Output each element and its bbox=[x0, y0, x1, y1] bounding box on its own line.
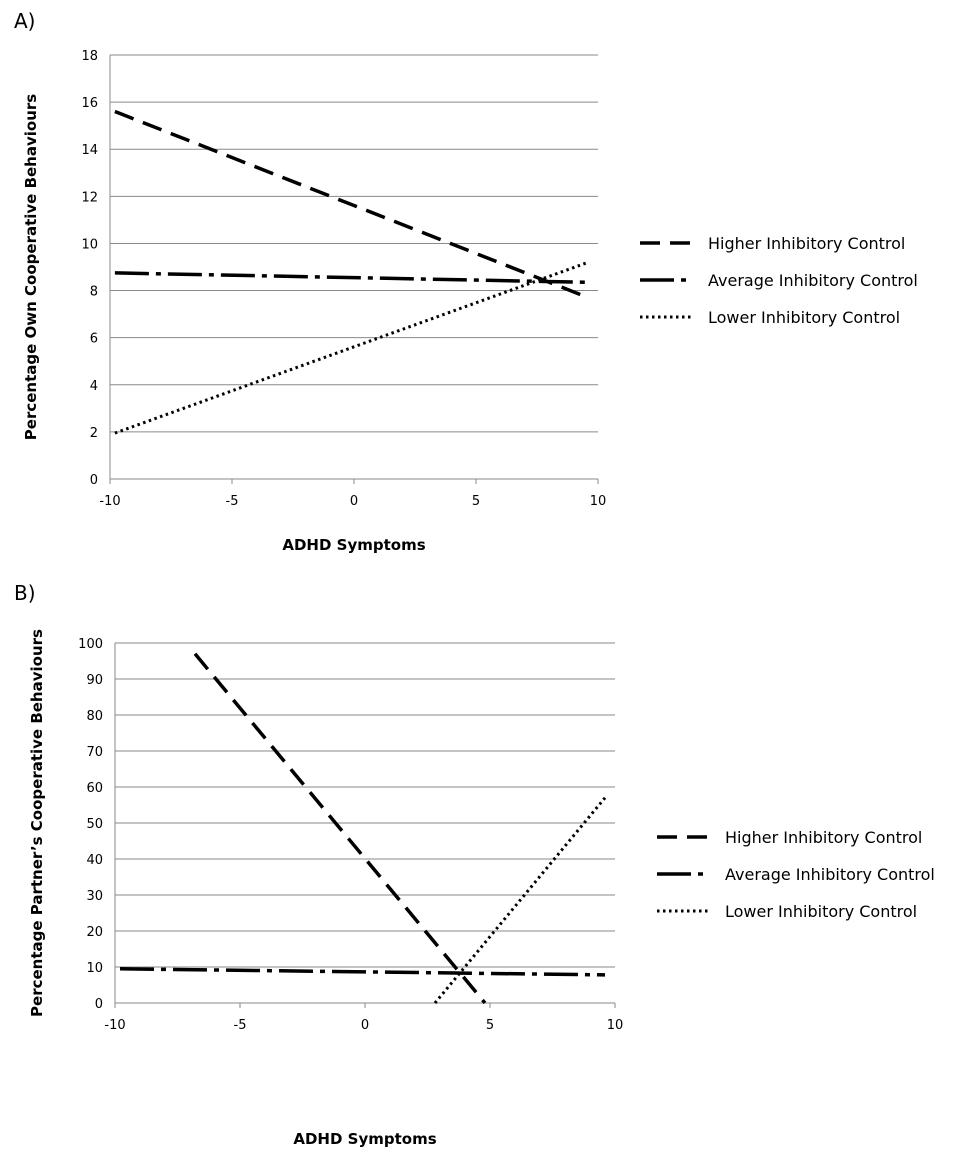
y-tick-label: 10 bbox=[81, 237, 98, 252]
y-tick-label: 30 bbox=[86, 889, 103, 904]
x-tick-label: -10 bbox=[99, 494, 120, 509]
x-tick-label: 0 bbox=[361, 1018, 369, 1033]
y-tick-label: 50 bbox=[86, 817, 103, 832]
series-line-1 bbox=[119, 967, 606, 977]
y-tick-label: 14 bbox=[81, 143, 98, 158]
y-tick-label: 18 bbox=[81, 49, 98, 64]
legend-label: Lower Inhibitory Control bbox=[708, 308, 900, 327]
legend-label: Average Inhibitory Control bbox=[725, 865, 935, 884]
y-tick-label: 100 bbox=[78, 637, 103, 652]
chart-b: 0 10 20 30 40 50 60 70 80 90 100 -10 -5 0 5 10 ADHD Symp… bbox=[28, 629, 935, 1148]
x-tick-label: -10 bbox=[104, 1018, 125, 1033]
series-line-2 bbox=[433, 796, 607, 1004]
y-tick-label: 20 bbox=[86, 925, 103, 940]
y-tick-label: 60 bbox=[86, 781, 103, 796]
series-line-0 bbox=[193, 652, 487, 1005]
y-tick-label: 16 bbox=[81, 96, 98, 111]
x-axis-title: ADHD Symptoms bbox=[293, 1130, 436, 1148]
x-tick-label: 0 bbox=[350, 494, 358, 509]
panel-a-label: A) bbox=[14, 9, 35, 33]
x-tick-label: 5 bbox=[472, 494, 480, 509]
y-tick-label: 6 bbox=[90, 332, 98, 347]
y-tick-label: 40 bbox=[86, 853, 103, 868]
y-axis-title: Percentage Partner’s Cooperative Behavio… bbox=[28, 629, 46, 1017]
y-axis-title: Percentage Own Cooperative Behaviours bbox=[22, 94, 40, 440]
x-tick-label: -5 bbox=[226, 494, 239, 509]
y-tick-label: 0 bbox=[90, 473, 98, 488]
x-tick-label: 10 bbox=[607, 1018, 624, 1033]
y-tick-label: 2 bbox=[90, 426, 98, 441]
x-tick-label: -5 bbox=[234, 1018, 247, 1033]
legend-label: Average Inhibitory Control bbox=[708, 271, 918, 290]
y-tick-label: 90 bbox=[86, 673, 103, 688]
panel-b-label: B) bbox=[14, 581, 36, 605]
series-line-1 bbox=[114, 271, 589, 285]
series-line-0 bbox=[114, 109, 589, 300]
y-tick-label: 80 bbox=[86, 709, 103, 724]
y-tick-label: 10 bbox=[86, 961, 103, 976]
legend-label: Higher Inhibitory Control bbox=[725, 828, 922, 847]
x-tick-label: 10 bbox=[590, 494, 607, 509]
series-line-2 bbox=[114, 260, 589, 435]
y-tick-label: 12 bbox=[81, 190, 98, 205]
y-tick-label: 70 bbox=[86, 745, 103, 760]
chart-a: 0 2 4 6 8 10 12 14 16 18 -10 -5 0 5 10 ADHD Symptoms Per… bbox=[22, 49, 918, 554]
legend-label: Higher Inhibitory Control bbox=[708, 234, 905, 253]
y-tick-label: 0 bbox=[95, 997, 103, 1012]
x-axis-title: ADHD Symptoms bbox=[282, 536, 425, 554]
legend-label: Lower Inhibitory Control bbox=[725, 902, 917, 921]
x-tick-label: 5 bbox=[486, 1018, 494, 1033]
y-tick-label: 4 bbox=[90, 379, 98, 394]
y-tick-label: 8 bbox=[90, 285, 98, 300]
